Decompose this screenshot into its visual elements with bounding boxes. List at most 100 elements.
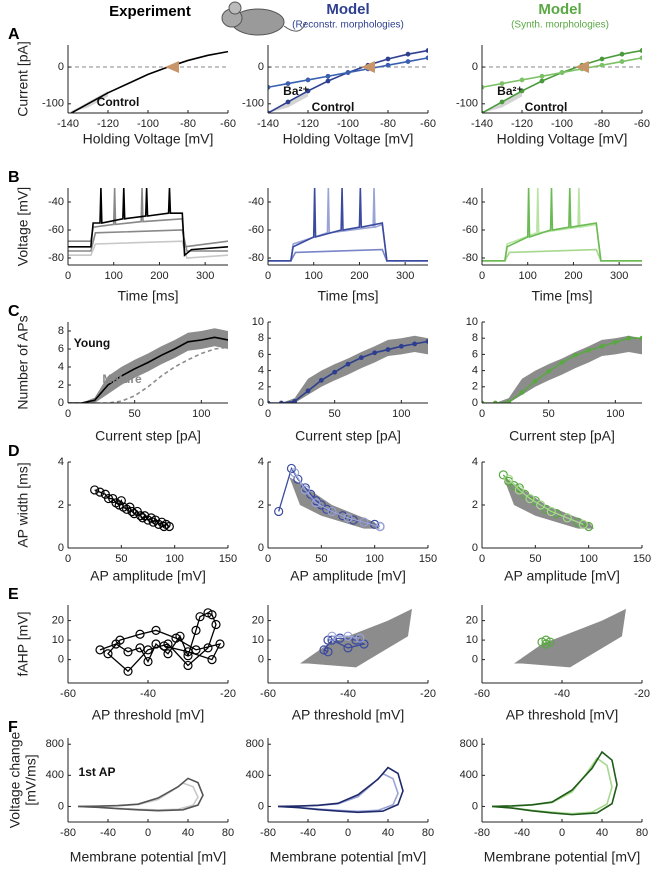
x-tick-label: -60 bbox=[60, 688, 76, 700]
series-line bbox=[508, 478, 584, 525]
x-tick-label: 100 bbox=[519, 270, 537, 282]
y-tick-label: -100 bbox=[242, 98, 264, 110]
data-point bbox=[114, 500, 124, 510]
y-tick-label: 0 bbox=[472, 654, 478, 666]
panel-letter: C bbox=[8, 303, 20, 320]
data-point bbox=[183, 647, 193, 657]
x-axis-label: Membrane potential [mV] bbox=[70, 849, 226, 865]
series-line bbox=[541, 639, 552, 645]
data-point bbox=[536, 500, 546, 510]
x-tick-label: 50 bbox=[329, 408, 341, 420]
x-tick-label: -60 bbox=[220, 118, 236, 130]
data-point bbox=[323, 647, 333, 657]
plot-area bbox=[482, 335, 642, 403]
x-tick-label: 40 bbox=[596, 827, 608, 839]
range-area bbox=[514, 608, 626, 668]
x-tick-label: 100 bbox=[105, 270, 123, 282]
y-tick-label: 20 bbox=[52, 615, 64, 627]
data-point bbox=[311, 498, 321, 508]
y-tick-label: 2 bbox=[472, 499, 478, 511]
data-point bbox=[504, 474, 514, 484]
x-axis-label: Current step [pA] bbox=[95, 428, 201, 444]
data-point bbox=[578, 519, 588, 529]
data-marker bbox=[385, 62, 391, 68]
y-tick-label: 6 bbox=[472, 348, 478, 360]
y-tick-label: 4 bbox=[58, 456, 64, 468]
data-marker bbox=[325, 73, 331, 79]
x-tick-label: 200 bbox=[564, 270, 582, 282]
x-tick-label: -140 bbox=[471, 118, 493, 130]
data-point bbox=[562, 513, 572, 523]
x-axis-label: Current step [pA] bbox=[295, 428, 401, 444]
y-tick-label: -40 bbox=[462, 196, 478, 208]
y-tick-label: -40 bbox=[48, 196, 64, 208]
y-tick-label: 400 bbox=[46, 769, 64, 781]
data-marker bbox=[285, 99, 291, 105]
data-marker bbox=[425, 339, 428, 344]
data-point bbox=[163, 649, 173, 659]
data-point bbox=[215, 639, 225, 649]
plot-area bbox=[68, 187, 228, 259]
data-marker bbox=[539, 73, 545, 79]
data-marker bbox=[546, 369, 552, 374]
y-tick-label: 400 bbox=[460, 769, 478, 781]
plot-area bbox=[491, 750, 618, 816]
data-marker bbox=[345, 70, 351, 75]
panel-letter: F bbox=[8, 719, 18, 736]
y-tick-label: 10 bbox=[52, 634, 64, 646]
y-tick-label: -60 bbox=[48, 224, 64, 236]
data-point bbox=[159, 641, 169, 651]
data-marker bbox=[539, 78, 545, 84]
x-tick-label: 0 bbox=[265, 553, 271, 565]
y-tick-label: 400 bbox=[246, 769, 264, 781]
x-tick-label: -100 bbox=[551, 118, 573, 130]
data-point bbox=[159, 521, 169, 532]
x-axis-label: AP threshold [mV] bbox=[92, 707, 205, 723]
data-marker bbox=[305, 388, 311, 394]
y-tick-label: 6 bbox=[258, 348, 264, 360]
data-point bbox=[171, 633, 181, 643]
series-line bbox=[69, 50, 228, 113]
plot-area bbox=[90, 485, 174, 532]
x-tick-label: 80 bbox=[422, 827, 434, 839]
y-tick-label: 2 bbox=[258, 499, 264, 511]
data-point bbox=[146, 513, 156, 523]
x-tick-label: -140 bbox=[57, 118, 79, 130]
x-tick-label: 300 bbox=[396, 270, 414, 282]
data-point bbox=[343, 631, 353, 641]
y-tick-label: 2 bbox=[58, 499, 64, 511]
data-marker bbox=[405, 51, 411, 57]
y-tick-label: 0 bbox=[58, 542, 64, 554]
x-axis-label: Current step [pA] bbox=[509, 428, 615, 444]
annotation: Control bbox=[312, 100, 355, 114]
y-tick-label: 4 bbox=[258, 365, 264, 377]
x-axis-label: Holding Voltage [mV] bbox=[497, 131, 628, 147]
x-tick-label: -140 bbox=[257, 118, 279, 130]
y-tick-label: 2 bbox=[58, 379, 64, 391]
x-tick-label: 80 bbox=[636, 827, 648, 839]
plot-area bbox=[300, 608, 412, 668]
column-title: Experiment bbox=[109, 3, 191, 20]
y-tick-label: -100 bbox=[456, 98, 478, 110]
data-marker bbox=[559, 70, 565, 75]
x-tick-label: 0 bbox=[65, 408, 71, 420]
x-axis-label: Membrane potential [mV] bbox=[484, 849, 640, 865]
data-point bbox=[573, 517, 583, 527]
data-marker bbox=[412, 341, 418, 347]
x-axis-label: AP threshold [mV] bbox=[292, 707, 405, 723]
data-marker bbox=[358, 355, 364, 361]
x-tick-label: -60 bbox=[474, 688, 490, 700]
data-marker bbox=[599, 56, 605, 62]
x-tick-label: -80 bbox=[260, 827, 276, 839]
data-marker bbox=[519, 88, 525, 94]
data-point bbox=[191, 625, 201, 635]
x-tick-label: -20 bbox=[420, 688, 436, 700]
x-tick-label: -100 bbox=[337, 118, 359, 130]
x-tick-label: 150 bbox=[219, 553, 237, 565]
data-marker bbox=[305, 77, 311, 83]
data-point bbox=[95, 645, 105, 655]
y-tick-label: 4 bbox=[58, 361, 64, 373]
data-point bbox=[584, 521, 594, 532]
reversal-marker bbox=[165, 61, 179, 74]
data-point bbox=[300, 485, 310, 495]
